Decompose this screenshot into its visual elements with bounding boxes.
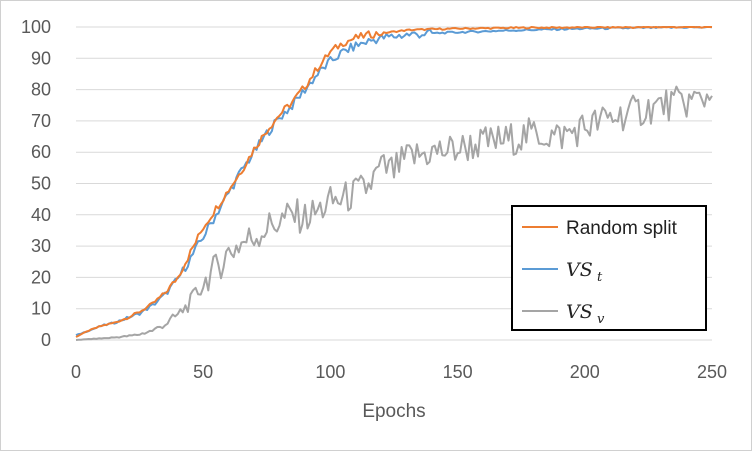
legend-label-main: VS bbox=[566, 259, 593, 281]
y-tick-label: 10 bbox=[31, 299, 51, 319]
x-tick-label: 150 bbox=[443, 362, 473, 382]
x-tick-label: 250 bbox=[697, 362, 727, 382]
legend-label-sub: v bbox=[597, 312, 605, 327]
y-tick-label: 90 bbox=[31, 48, 51, 68]
series-line-2 bbox=[75, 85, 713, 341]
legend-label-sub: t bbox=[597, 270, 603, 285]
series-line-0 bbox=[75, 26, 712, 338]
axes: 0 10 20 30 40 50 60 70 80 90 100 0 50 100 150 200 250 bbox=[21, 17, 727, 382]
y-tick-label: 80 bbox=[31, 80, 51, 100]
y-tick-label: 50 bbox=[31, 174, 51, 194]
y-tick-label: 0 bbox=[41, 330, 51, 350]
series-layer bbox=[75, 26, 713, 341]
x-axis-title: Epochs bbox=[362, 401, 425, 422]
x-tick-label: 100 bbox=[315, 362, 345, 382]
legend-label-main: VS bbox=[566, 301, 593, 323]
legend: Random split VS t VS v bbox=[511, 205, 707, 331]
y-tick-label: 40 bbox=[31, 205, 51, 225]
y-tick-label: 70 bbox=[31, 111, 51, 131]
y-tick-label: 100 bbox=[21, 17, 51, 37]
x-tick-label: 50 bbox=[193, 362, 213, 382]
y-tick-label: 20 bbox=[31, 267, 51, 287]
y-tick-label: 30 bbox=[31, 236, 51, 256]
x-tick-label: 200 bbox=[570, 362, 600, 382]
legend-label: Random split bbox=[566, 218, 678, 239]
x-tick-label: 0 bbox=[71, 362, 81, 382]
y-tick-label: 60 bbox=[31, 142, 51, 162]
